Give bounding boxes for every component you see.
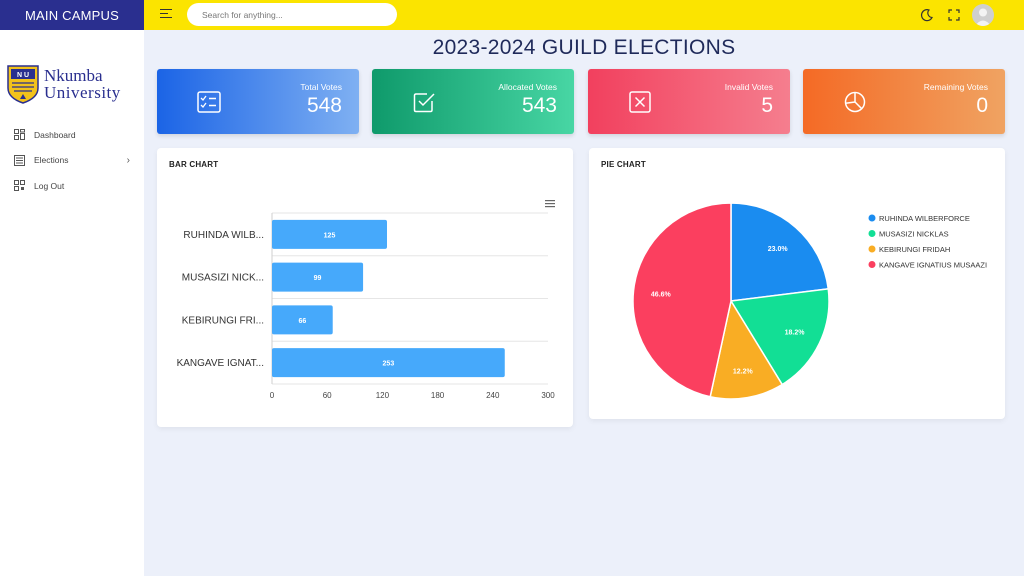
chevron-right-icon: › [126, 154, 130, 166]
dashboard-icon [14, 129, 25, 141]
checklist-icon [197, 91, 221, 113]
allocated-votes-label: Allocated Votes [498, 82, 557, 92]
pie-slice[interactable] [632, 202, 732, 398]
pie-icon [844, 91, 866, 113]
page-title: 2023-2024 GUILD ELECTIONS [432, 36, 736, 59]
nav-item-elections[interactable]: Elections › [0, 148, 144, 174]
total-votes-label: Total Votes [300, 82, 342, 92]
pie-chart-panel: PIE CHART 23.0% 18.2% 12.2% 46.6% RUHINDA WI… [589, 148, 1005, 419]
bar[interactable] [272, 219, 387, 249]
legend-marker [868, 245, 876, 253]
pie-slice[interactable] [709, 299, 784, 400]
bar[interactable] [272, 262, 364, 292]
fullscreen-icon[interactable] [947, 8, 961, 22]
campus-header: MAIN CAMPUS [0, 0, 144, 30]
nav-label-elections: Elections [34, 155, 69, 166]
pie-percent-label: 46.6% [651, 291, 672, 298]
x-tick-label: 120 [376, 391, 390, 400]
moon-icon[interactable] [920, 8, 934, 22]
avatar[interactable] [972, 4, 994, 26]
crest-text: N U [17, 72, 29, 79]
bar-chart-title: BAR CHART [169, 160, 219, 169]
category-label: KANGAVE IGNAT... [177, 358, 264, 369]
logo-line1: Nkumba [44, 66, 103, 85]
x-box-icon [629, 91, 651, 113]
category-label: MUSASIZI NICK... [182, 273, 264, 284]
bar-value-label: 99 [314, 275, 322, 282]
category-label: RUHINDA WILB... [183, 230, 264, 241]
sidebar: MAIN CAMPUS N U Nkumba University Dashbo… [0, 0, 144, 576]
logout-icon [14, 180, 25, 192]
legend-marker [868, 230, 876, 237]
legend-label[interactable]: MUSASIZI NICKLAS [879, 230, 949, 239]
pie-slice[interactable] [729, 288, 830, 386]
pie-slice[interactable] [730, 202, 830, 302]
pie-percent-label: 12.2% [733, 369, 754, 376]
legend-marker [868, 214, 876, 222]
invalid-votes-card: Invalid Votes 5 [588, 69, 790, 134]
total-votes-card: Total Votes 548 [157, 69, 359, 134]
bar-value-label: 125 [324, 232, 336, 239]
logo-text: Nkumba University [44, 67, 121, 101]
pie-percent-label: 18.2% [785, 330, 806, 337]
invalid-votes-value: 5 [761, 94, 773, 117]
nav-item-dashboard[interactable]: Dashboard [0, 122, 144, 148]
logo-line2: University [44, 83, 121, 102]
menu-icon[interactable] [160, 9, 172, 21]
legend-label[interactable]: KANGAVE IGNATIUS MUSAAZI [879, 261, 987, 270]
legend-label[interactable]: RUHINDA WILBERFORCE [879, 214, 970, 223]
bar-value-label: 66 [298, 318, 306, 325]
remaining-votes-label: Remaining Votes [923, 82, 988, 92]
bar[interactable] [272, 348, 505, 378]
category-label: KEBIRUNGI FRI... [182, 315, 264, 326]
topbar [144, 0, 1024, 30]
remaining-votes-value: 0 [976, 94, 988, 117]
checkbox-icon [413, 93, 435, 113]
remaining-votes-card: Remaining Votes 0 [803, 69, 1005, 134]
legend-marker [868, 261, 876, 268]
legend-label[interactable]: KEBIRUNGI FRIDAH [879, 245, 950, 254]
nav-label-logout: Log Out [34, 180, 65, 191]
bar-chart-panel: BAR CHART RUHINDA WILB... 125 MUSASIZI NIC… [157, 148, 573, 427]
bar-value-label: 253 [383, 361, 395, 368]
university-logo[interactable]: N U Nkumba University [0, 30, 144, 122]
bar-chart: RUHINDA WILB... 125 MUSASIZI NICK... 99 KEBI… [177, 200, 555, 400]
pie-percent-label: 23.0% [768, 246, 789, 253]
x-tick-label: 300 [541, 391, 555, 400]
crest-icon: N U [7, 65, 39, 104]
allocated-votes-card: Allocated Votes 543 [372, 69, 574, 134]
total-votes-value: 548 [306, 94, 342, 117]
nav-label-dashboard: Dashboard [34, 129, 76, 140]
elections-icon [14, 154, 25, 166]
chart-menu-icon[interactable] [545, 200, 555, 208]
x-tick-label: 60 [323, 391, 332, 400]
bar[interactable] [272, 305, 333, 335]
x-tick-label: 240 [486, 391, 500, 400]
invalid-votes-label: Invalid Votes [724, 82, 773, 92]
search-input[interactable] [187, 3, 397, 26]
x-tick-label: 0 [270, 391, 275, 400]
pie-chart-title: PIE CHART [601, 160, 646, 169]
pie-chart: 23.0% 18.2% 12.2% 46.6% RUHINDA WILBERFORCE M… [632, 202, 987, 400]
x-tick-label: 180 [431, 391, 445, 400]
allocated-votes-value: 543 [521, 94, 557, 117]
nav-item-logout[interactable]: Log Out [0, 173, 144, 199]
